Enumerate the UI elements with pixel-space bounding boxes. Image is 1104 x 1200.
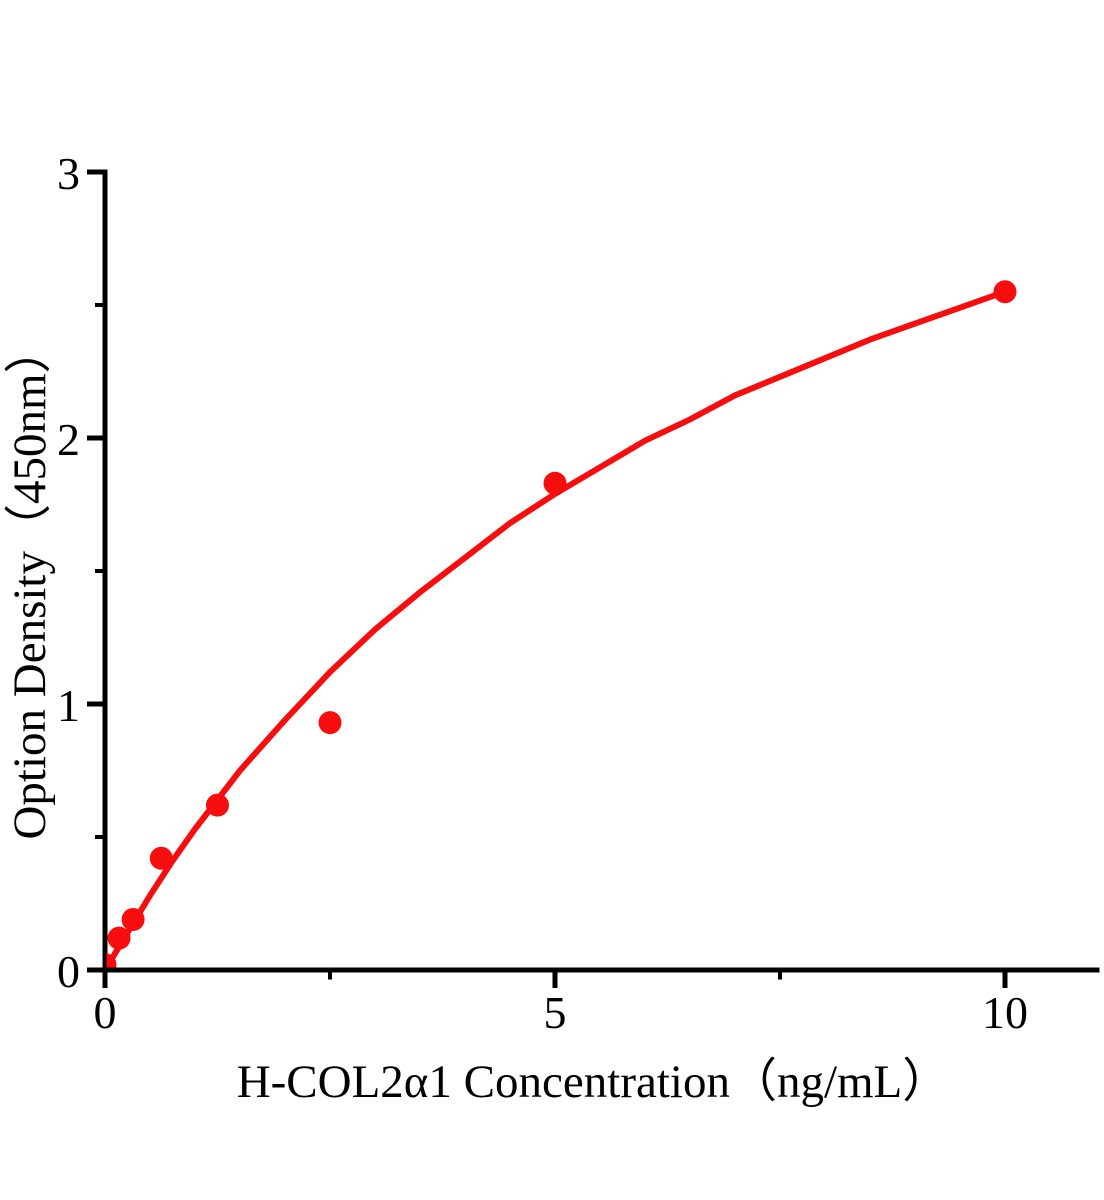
data-point bbox=[149, 846, 173, 870]
x-tick-label: 5 bbox=[544, 987, 567, 1038]
x-axis-title: H-COL2α1 Concentration（ng/mL） bbox=[237, 1056, 950, 1108]
tick-labels: 0 5 10 0 1 2 3 bbox=[57, 148, 1028, 1038]
y-tick-label: 3 bbox=[57, 148, 80, 199]
data-point bbox=[993, 280, 1017, 304]
y-tick-label: 2 bbox=[57, 414, 80, 465]
data-point bbox=[318, 711, 342, 735]
y-tick-label: 1 bbox=[57, 680, 80, 731]
trend-line bbox=[106, 288, 1007, 968]
y-tick-label: 0 bbox=[57, 946, 80, 997]
y-axis-title: Option Density（450nm） bbox=[4, 326, 56, 839]
data-points bbox=[106, 280, 1017, 968]
data-point bbox=[543, 471, 567, 495]
data-point bbox=[107, 926, 131, 950]
x-tick-label: 10 bbox=[982, 987, 1028, 1038]
axes bbox=[87, 169, 1100, 988]
data-point bbox=[121, 907, 145, 931]
data-point bbox=[206, 793, 229, 817]
x-tick-label: 0 bbox=[94, 987, 117, 1038]
data-point bbox=[106, 953, 117, 968]
data-series bbox=[106, 280, 1017, 968]
